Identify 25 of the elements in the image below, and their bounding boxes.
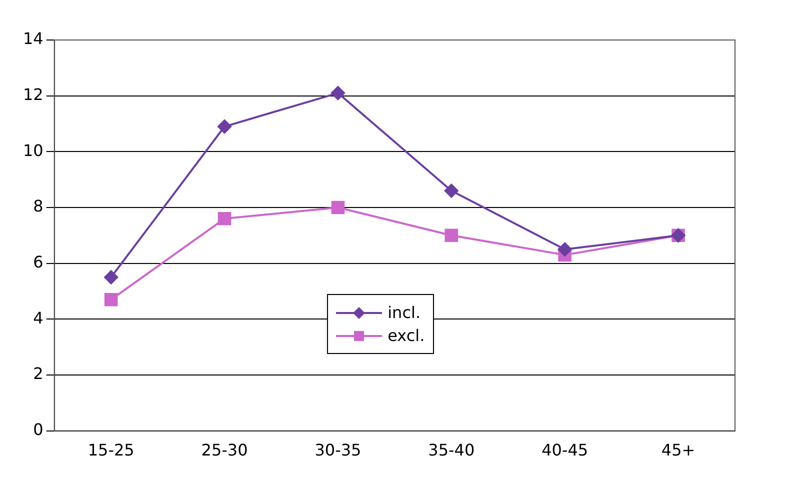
x-tick-label: 40-45 xyxy=(542,440,588,460)
x-tick-label: 25-30 xyxy=(201,440,248,460)
legend-label: incl. xyxy=(388,303,421,322)
legend-label: excl. xyxy=(388,326,425,346)
point xyxy=(444,184,458,198)
x-tick-label: 15-25 xyxy=(88,440,134,460)
y-tick-label: 0 xyxy=(33,420,44,439)
x-tick-label: 45+ xyxy=(661,440,696,460)
point xyxy=(104,270,118,284)
y-tick-label: 6 xyxy=(33,252,44,272)
point xyxy=(444,228,458,242)
y-tick-label: 4 xyxy=(33,308,44,328)
point xyxy=(331,200,345,214)
point xyxy=(218,212,232,226)
y-tick-label: 12 xyxy=(23,84,44,104)
point xyxy=(218,120,232,134)
y-tick-label: 14 xyxy=(23,29,44,48)
point xyxy=(558,242,572,256)
y-tick-label: 10 xyxy=(23,140,44,160)
x-tick-label: 30-35 xyxy=(314,440,362,460)
point xyxy=(330,86,345,100)
y-tick-label: 8 xyxy=(33,196,44,216)
x-tick-label: 35-40 xyxy=(428,440,475,460)
point xyxy=(104,292,118,306)
y-tick-label: 2 xyxy=(33,364,44,384)
